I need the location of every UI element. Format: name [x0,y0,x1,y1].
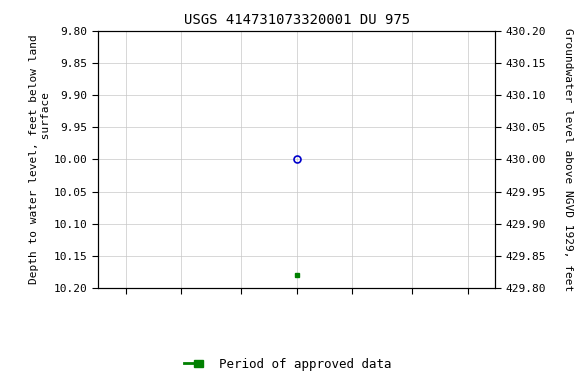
Legend: Period of approved data: Period of approved data [179,353,397,376]
Title: USGS 414731073320001 DU 975: USGS 414731073320001 DU 975 [184,13,410,27]
Y-axis label: Depth to water level, feet below land
             surface: Depth to water level, feet below land su… [29,35,51,284]
Y-axis label: Groundwater level above NGVD 1929, feet: Groundwater level above NGVD 1929, feet [563,28,573,291]
